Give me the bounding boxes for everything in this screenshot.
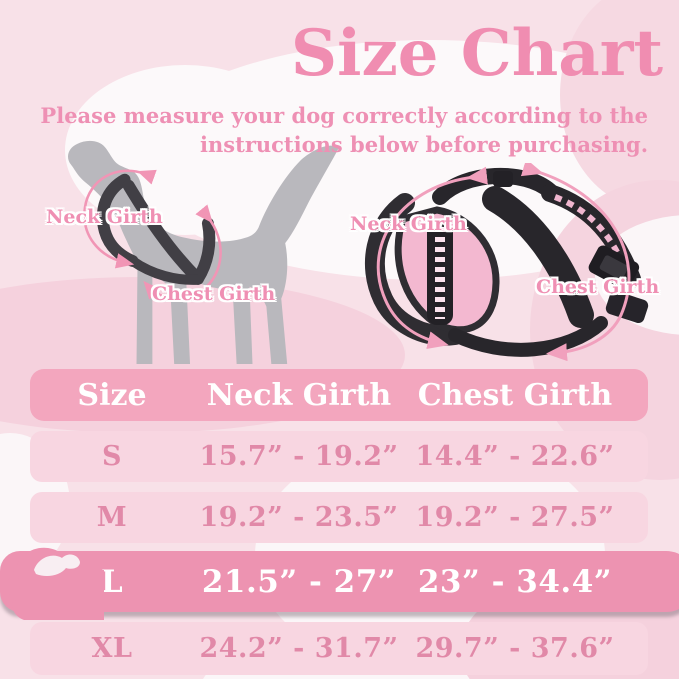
cell-chest: 14.4” - 22.6” (415, 441, 615, 472)
harness-chest-girth-label: Chest Girth (536, 276, 660, 298)
subtitle-line-2: instructions below before purchasing. (200, 132, 648, 157)
dog-silhouette-graphic (67, 140, 339, 365)
harness-product-graphic (364, 163, 649, 362)
cell-size: L (100, 563, 124, 600)
table-row-l-highlighted: L 21.5” - 27” 23” - 34.4” (0, 551, 679, 612)
dog-head-icon (7, 547, 104, 620)
cell-size: M (96, 502, 128, 533)
dog-chest-girth-label: Chest Girth (152, 283, 276, 305)
cell-neck: 21.5” - 27” (201, 563, 397, 600)
column-header-size: Size (77, 377, 147, 413)
cell-neck: 24.2” - 31.7” (199, 633, 399, 664)
column-header-neck: Neck Girth (206, 377, 392, 413)
cell-size: XL (91, 633, 133, 664)
cell-chest: 19.2” - 27.5” (415, 502, 615, 533)
subtitle-line-1: Please measure your dog correctly accord… (40, 103, 648, 128)
cell-neck: 19.2” - 23.5” (199, 502, 399, 533)
page-title: Size Chart (290, 16, 663, 91)
page-subtitle: Please measure your dog correctly accord… (40, 101, 648, 159)
cell-chest: 29.7” - 37.6” (415, 633, 615, 664)
table-header-row: Size Neck Girth Chest Girth (30, 369, 648, 421)
table-row-s: S 15.7” - 19.2” 14.4” - 22.6” (30, 431, 648, 482)
table-row-xl: XL 24.2” - 31.7” 29.7” - 37.6” (30, 622, 648, 675)
dog-neck-girth-label: Neck Girth (46, 206, 163, 228)
cell-neck: 15.7” - 19.2” (199, 441, 399, 472)
column-header-chest: Chest Girth (417, 377, 613, 413)
cell-size: S (102, 441, 122, 472)
cell-chest: 23” - 34.4” (417, 563, 613, 600)
harness-neck-girth-label: Neck Girth (350, 213, 467, 235)
table-row-m: M 19.2” - 23.5” 19.2” - 27.5” (30, 492, 648, 543)
